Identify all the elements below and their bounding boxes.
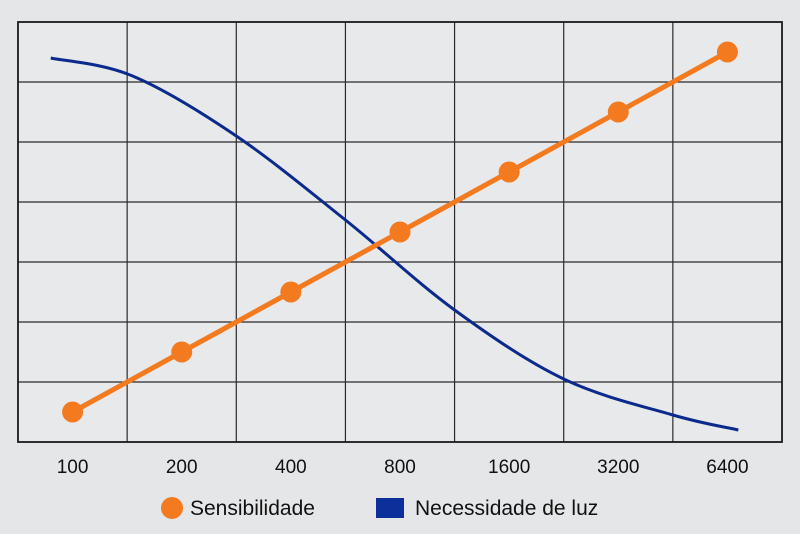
x-tick-label: 100	[57, 457, 89, 478]
data-point-sensibilidade	[62, 401, 84, 423]
x-tick-label: 200	[166, 457, 198, 478]
x-tick-label: 800	[384, 457, 416, 478]
x-tick-label: 6400	[706, 457, 748, 478]
series-layer	[50, 41, 739, 432]
legend-marker-necessidade-de-luz	[376, 498, 404, 518]
x-tick-label: 1600	[488, 457, 530, 478]
data-point-sensibilidade	[607, 101, 629, 123]
x-tick-label: 3200	[597, 457, 639, 478]
x-axis-ticks: 100 200 400 800 1600 3200 6400	[57, 457, 749, 478]
data-point-sensibilidade	[716, 41, 738, 63]
x-tick-label: 400	[275, 457, 307, 478]
legend-label-sensibilidade: Sensibilidade	[190, 497, 315, 520]
legend-label-necessidade-de-luz: Necessidade de luz	[415, 497, 598, 520]
grid	[17, 21, 783, 443]
data-point-sensibilidade	[171, 341, 193, 363]
series-line-necessidade-de-luz	[50, 56, 739, 432]
legend: Sensibilidade Necessidade de luz	[161, 497, 598, 520]
legend-marker-sensibilidade	[161, 497, 183, 519]
data-point-sensibilidade	[498, 161, 520, 183]
plot-frame	[17, 21, 783, 443]
data-point-sensibilidade	[389, 221, 411, 243]
data-point-sensibilidade	[280, 281, 302, 303]
